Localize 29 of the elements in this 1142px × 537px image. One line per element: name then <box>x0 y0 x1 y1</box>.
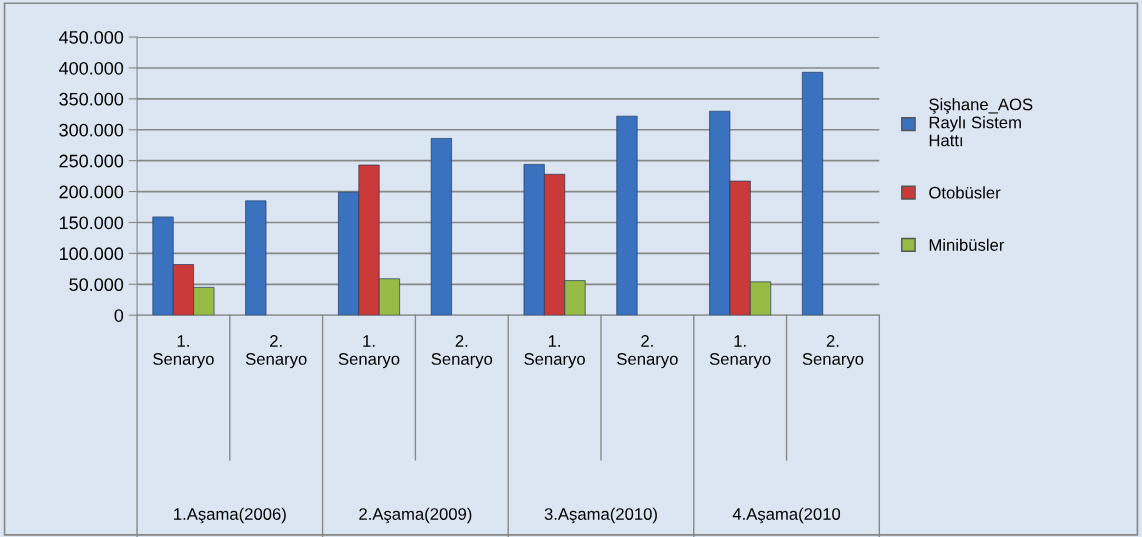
legend-label: Şişhane_AOS Raylı Sistem Hattı <box>929 98 1033 147</box>
y-tick-label: 400.000 <box>59 61 124 75</box>
y-tick-label: 350.000 <box>59 92 124 106</box>
y-tick-label: 250.000 <box>59 154 124 168</box>
x-tick-label: 1. Senaryo <box>524 335 585 369</box>
bar <box>801 71 824 316</box>
text: 1.Aşama(2006) <box>174 507 286 524</box>
legend-label: Otobüsler <box>929 186 1001 199</box>
legend-label: Minibüsler <box>929 238 1005 251</box>
y-tick-label: 200.000 <box>59 185 124 199</box>
x-tick-label: 2. Senaryo <box>617 335 678 369</box>
bar <box>430 138 452 316</box>
y-tick-label: 100.000 <box>59 247 124 261</box>
bar <box>616 115 638 316</box>
y-tick-label: 50.000 <box>69 278 124 292</box>
text: 2.Aşama(2009) <box>359 507 472 524</box>
y-tick-label: 0 <box>114 309 124 322</box>
y-tick-label: 300.000 <box>59 123 124 137</box>
text: 4.Aşama(2010 <box>732 507 841 524</box>
x-tick-label: 1. Senaryo <box>709 335 771 369</box>
x-tick-label: 1. Senaryo <box>338 335 400 369</box>
x-tick-label: 2. Senaryo <box>802 335 864 369</box>
y-tick-label: 450.000 <box>59 30 124 44</box>
x-tick-label: 2. Senaryo <box>245 335 307 369</box>
bar <box>245 200 267 316</box>
x-tick-label: 2. Senaryo <box>431 335 493 369</box>
x-tick-label: 1. Senaryo <box>153 335 214 369</box>
text: 3.Aşama(2010) <box>544 507 657 524</box>
y-tick-label: 150.000 <box>59 216 124 230</box>
